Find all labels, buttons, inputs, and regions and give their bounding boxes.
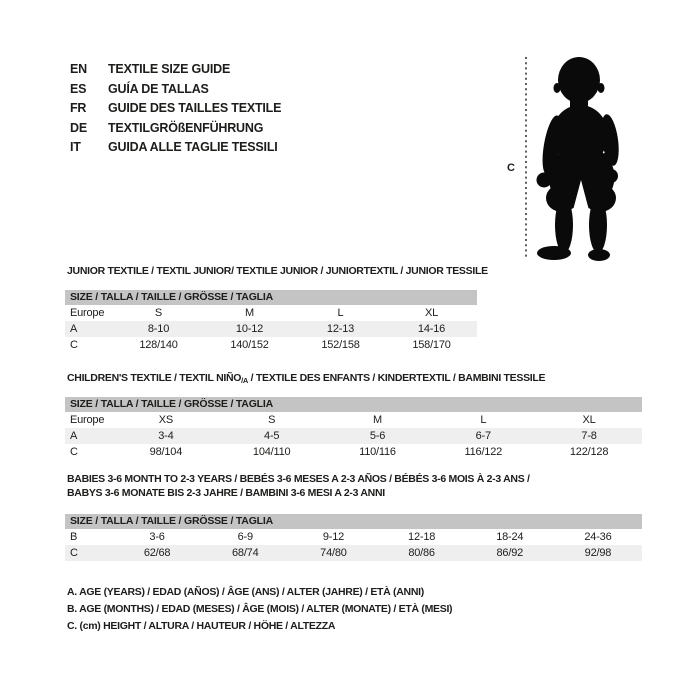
table-cell: 14-16 xyxy=(417,323,446,335)
table-row: A 3-4 4-5 5-6 6-7 7-8 xyxy=(65,428,642,444)
table-cell: 10-12 xyxy=(235,323,264,335)
language-row-en: EN TEXTILE SIZE GUIDE xyxy=(70,60,281,80)
language-label: GUIDE DES TAILLES TEXTILE xyxy=(108,101,282,115)
language-label: TEXTILE SIZE GUIDE xyxy=(108,62,231,76)
language-label: TEXTILGRÖßENFÜHRUNG xyxy=(108,120,264,135)
row-label: C xyxy=(70,547,78,559)
footnotes: A. AGE (YEARS) / EDAD (AÑOS) / ÂGE (ANS)… xyxy=(67,584,453,635)
row-label: Europe xyxy=(70,414,105,426)
babies-heading-line2: BABYS 3-6 MONATE BIS 2-3 JAHRE / BAMBINI… xyxy=(67,487,385,499)
footnote-c: C. (cm) HEIGHT / ALTURA / HAUTEUR / HÖHE… xyxy=(67,620,336,632)
footnote-b: B. AGE (MONTHS) / EDAD (MESES) / ÂGE (MO… xyxy=(67,603,453,615)
junior-section-heading: JUNIOR TEXTILE / TEXTIL JUNIOR/ TEXTILE … xyxy=(67,265,488,277)
heading-text: CHILDREN'S TEXTILE / TEXTIL NIÑO xyxy=(67,372,242,384)
table-cell: 92/98 xyxy=(584,547,612,559)
language-row-fr: FR GUIDE DES TAILLES TEXTILE xyxy=(70,99,281,119)
table-cell: 6-7 xyxy=(475,430,492,442)
table-cell: XL xyxy=(424,307,439,319)
table-cell: L xyxy=(480,414,487,426)
table-cell: 110/116 xyxy=(359,446,396,458)
table-cell: 158/170 xyxy=(412,339,451,351)
children-size-table: SIZE / TALLA / TAILLE / GRÖSSE / TAGLIA … xyxy=(65,397,642,460)
children-section-heading: CHILDREN'S TEXTILE / TEXTIL NIÑO/A / TEX… xyxy=(67,371,546,388)
table-cell: 12-18 xyxy=(408,531,436,543)
table-cell: 68/74 xyxy=(231,547,259,559)
table-row: C 128/140 140/152 152/158 158/170 xyxy=(65,337,477,353)
table-cell: 122/128 xyxy=(569,446,609,458)
language-code: FR xyxy=(70,101,87,115)
table-cell: 4-5 xyxy=(264,430,280,442)
row-label: B xyxy=(70,531,78,543)
table-cell: XS xyxy=(158,414,174,426)
table-cell: XL xyxy=(582,414,596,426)
table-cell: 6-9 xyxy=(237,531,254,543)
row-label: C xyxy=(70,446,78,458)
heading-text: / TEXTILE DES ENFANTS / KINDERTEXTIL / B… xyxy=(248,372,546,384)
table-cell: 5-6 xyxy=(369,430,386,442)
language-label: GUIDA ALLE TAGLIE TESSILI xyxy=(108,140,278,154)
table-cell: 24-36 xyxy=(584,531,612,543)
table-cell: 9-12 xyxy=(322,531,345,543)
language-row-de: DE TEXTILGRÖßENFÜHRUNG xyxy=(70,119,281,139)
baby-silhouette-figure: C xyxy=(507,57,619,261)
table-cell: 3-4 xyxy=(158,430,174,442)
row-label: C xyxy=(70,339,78,351)
table-row: B 3-6 6-9 9-12 12-18 18-24 24-36 xyxy=(65,529,642,545)
table-cell: L xyxy=(337,307,344,319)
babies-size-table: SIZE / TALLA / TAILLE / GRÖSSE / TAGLIA … xyxy=(65,514,642,561)
babies-section-heading: BABIES 3-6 MONTH TO 2-3 YEARS / BEBÉS 3-… xyxy=(67,472,530,500)
table-cell: 128/140 xyxy=(139,339,178,351)
babies-heading-line1: BABIES 3-6 MONTH TO 2-3 YEARS / BEBÉS 3-… xyxy=(67,473,530,485)
footnote-a: A. AGE (YEARS) / EDAD (AÑOS) / ÂGE (ANS)… xyxy=(67,586,424,598)
language-code: ES xyxy=(70,81,87,96)
table-cell: 18-24 xyxy=(496,531,524,543)
table-cell: 12-13 xyxy=(326,323,355,335)
size-header-bar: SIZE / TALLA / TAILLE / GRÖSSE / TAGLIA xyxy=(65,290,477,305)
language-row-it: IT GUIDA ALLE TAGLIE TESSILI xyxy=(70,138,281,158)
heading-subscript: /A xyxy=(241,376,249,385)
table-row: A 8-10 10-12 12-13 14-16 xyxy=(65,321,477,337)
table-cell: 74/80 xyxy=(320,547,347,559)
language-code: DE xyxy=(70,120,87,135)
language-row-es: ES GUÍA DE TALLAS xyxy=(70,80,281,100)
table-cell: 98/104 xyxy=(149,446,183,458)
table-cell: 7-8 xyxy=(581,430,597,442)
table-cell: S xyxy=(268,414,276,426)
table-cell: 80/86 xyxy=(408,547,435,559)
language-label: GUÍA DE TALLAS xyxy=(108,81,209,96)
table-cell: S xyxy=(154,307,163,319)
table-cell: M xyxy=(373,414,382,426)
table-row: C 98/104 104/110 110/116 116/122 122/128 xyxy=(65,444,642,460)
table-cell: 104/110 xyxy=(252,446,291,458)
table-cell: 140/152 xyxy=(230,339,269,351)
table-cell: 8-10 xyxy=(147,323,170,335)
size-header-bar: SIZE / TALLA / TAILLE / GRÖSSE / TAGLIA xyxy=(65,514,642,529)
baby-silhouette xyxy=(536,57,619,261)
table-cell: M xyxy=(245,307,254,319)
size-header-bar: SIZE / TALLA / TAILLE / GRÖSSE / TAGLIA xyxy=(65,397,642,412)
language-legend: EN TEXTILE SIZE GUIDE ES GUÍA DE TALLAS … xyxy=(70,60,281,158)
height-measure-label: C xyxy=(507,162,515,174)
table-row: Europe S M L XL xyxy=(65,305,477,321)
table-cell: 3-6 xyxy=(149,531,165,543)
table-cell: 86/92 xyxy=(496,547,524,559)
junior-size-table: SIZE / TALLA / TAILLE / GRÖSSE / TAGLIA … xyxy=(65,290,477,353)
table-cell: 62/68 xyxy=(143,547,171,559)
row-label: Europe xyxy=(70,307,105,319)
row-label: A xyxy=(70,430,78,442)
table-row: C 62/68 68/74 74/80 80/86 86/92 92/98 xyxy=(65,545,642,561)
row-label: A xyxy=(70,323,78,335)
table-row: Europe XS S M L XL xyxy=(65,412,642,428)
language-code: IT xyxy=(70,140,81,154)
table-cell: 116/122 xyxy=(464,446,503,458)
language-code: EN xyxy=(70,62,87,76)
table-cell: 152/158 xyxy=(321,339,360,351)
